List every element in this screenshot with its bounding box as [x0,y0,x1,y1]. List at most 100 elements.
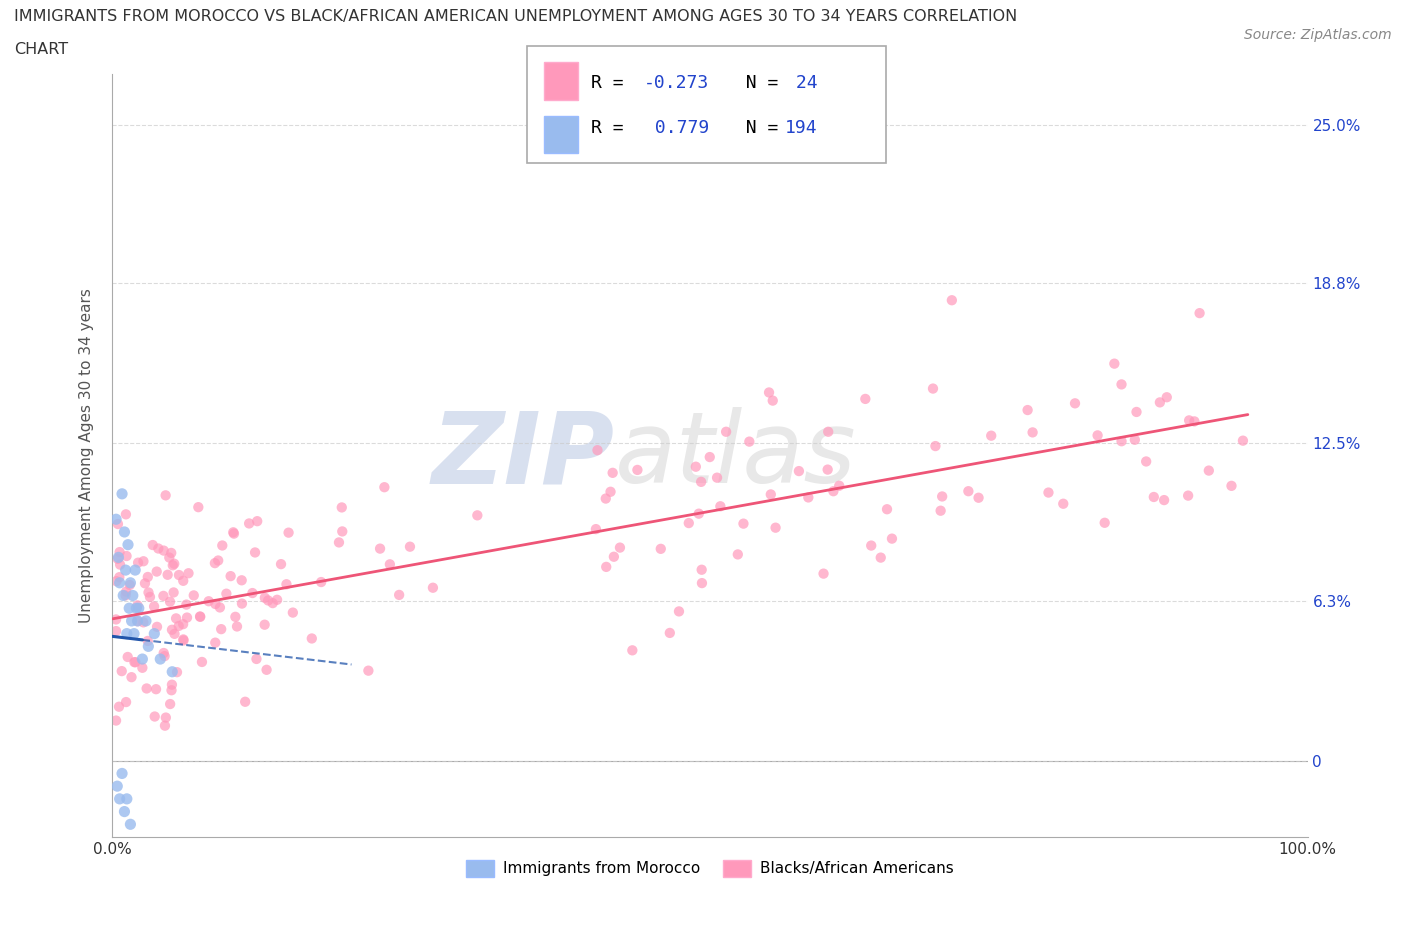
Point [257,593,280,608]
Point [115,584,138,599]
Point [668,604,690,618]
Point [149,652,172,667]
Text: -0.273: -0.273 [644,74,709,92]
Point [869,551,891,565]
Point [211,538,233,553]
Point [1156,390,1178,405]
Point [797,490,820,505]
Text: R =: R = [591,119,634,137]
Point [177,565,200,580]
Point [759,487,782,502]
Point [145,565,167,579]
Point [166,665,188,680]
Point [121,670,143,684]
Point [118,578,141,592]
Point [111,486,134,501]
Point [929,503,952,518]
Point [1220,478,1243,493]
Point [145,682,167,697]
Point [127,614,149,629]
Point [112,588,135,603]
Point [1149,395,1171,410]
Point [1123,432,1146,447]
Y-axis label: Unemployment Among Ages 30 to 34 years: Unemployment Among Ages 30 to 34 years [79,288,94,623]
Point [136,569,159,584]
Point [243,545,266,560]
Point [162,664,183,679]
Point [153,718,176,733]
Point [1143,489,1166,504]
Point [108,545,131,560]
Point [1182,414,1205,429]
Point [204,556,226,571]
Point [165,611,187,626]
Point [1111,433,1133,448]
Point [699,449,721,464]
Point [148,541,170,556]
Legend: Immigrants from Morocco, Blacks/African Americans: Immigrants from Morocco, Blacks/African … [460,854,960,883]
Point [152,645,174,660]
Point [245,652,267,667]
Text: CHART: CHART [14,42,67,57]
Point [727,547,749,562]
Point [422,580,444,595]
Point [118,601,141,616]
Point [172,574,194,589]
Point [197,593,219,608]
Point [1017,403,1039,418]
Point [108,791,131,806]
Point [378,557,401,572]
Point [467,508,489,523]
Point [167,567,190,582]
Point [108,570,131,585]
Point [595,560,617,575]
Point [120,817,142,831]
Point [115,507,138,522]
Point [107,551,129,566]
Point [117,649,139,664]
Point [188,609,211,624]
Point [139,590,162,604]
Point [880,531,903,546]
Point [159,594,181,609]
Text: 0.779: 0.779 [644,119,709,137]
Point [136,633,159,648]
Point [121,588,143,603]
Point [1087,428,1109,443]
Point [690,576,713,591]
Point [373,480,395,495]
Point [650,541,672,556]
Point [131,660,153,675]
Point [277,525,299,540]
Point [163,627,186,642]
Point [678,515,700,530]
Point [585,522,607,537]
Point [173,633,195,648]
Point [817,462,839,477]
Point [132,615,155,630]
Point [922,381,945,396]
Point [114,563,136,578]
Point [114,804,135,819]
Point [368,541,391,556]
Point [399,539,422,554]
Point [1064,396,1087,411]
Point [138,585,160,600]
Point [132,554,155,569]
Point [603,550,626,565]
Point [172,632,194,647]
Point [111,766,134,781]
Text: Source: ZipAtlas.com: Source: ZipAtlas.com [1244,28,1392,42]
Point [706,471,728,485]
Point [159,697,181,711]
Point [626,462,648,477]
Point [281,605,304,620]
Point [762,393,785,408]
Point [160,622,183,637]
Point [209,622,232,637]
Point [233,695,256,710]
Point [157,551,180,565]
Point [156,567,179,582]
Point [127,614,149,629]
Point [219,568,242,583]
